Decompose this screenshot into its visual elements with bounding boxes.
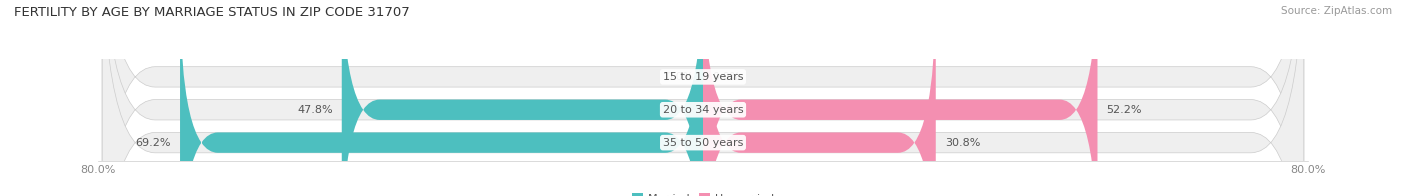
FancyBboxPatch shape — [342, 0, 703, 196]
Text: 20 to 34 years: 20 to 34 years — [662, 105, 744, 115]
Text: 35 to 50 years: 35 to 50 years — [662, 138, 744, 148]
FancyBboxPatch shape — [180, 0, 703, 196]
FancyBboxPatch shape — [103, 0, 1303, 196]
Text: 30.8%: 30.8% — [945, 138, 980, 148]
Text: 0.0%: 0.0% — [711, 72, 741, 82]
FancyBboxPatch shape — [103, 0, 1303, 196]
FancyBboxPatch shape — [703, 0, 936, 196]
Text: FERTILITY BY AGE BY MARRIAGE STATUS IN ZIP CODE 31707: FERTILITY BY AGE BY MARRIAGE STATUS IN Z… — [14, 6, 409, 19]
FancyBboxPatch shape — [703, 0, 1098, 196]
Legend: Married, Unmarried: Married, Unmarried — [627, 189, 779, 196]
FancyBboxPatch shape — [103, 0, 1303, 196]
Text: 69.2%: 69.2% — [135, 138, 172, 148]
Text: 15 to 19 years: 15 to 19 years — [662, 72, 744, 82]
Text: 52.2%: 52.2% — [1107, 105, 1142, 115]
Text: 0.0%: 0.0% — [665, 72, 695, 82]
Text: 47.8%: 47.8% — [297, 105, 333, 115]
Text: Source: ZipAtlas.com: Source: ZipAtlas.com — [1281, 6, 1392, 16]
